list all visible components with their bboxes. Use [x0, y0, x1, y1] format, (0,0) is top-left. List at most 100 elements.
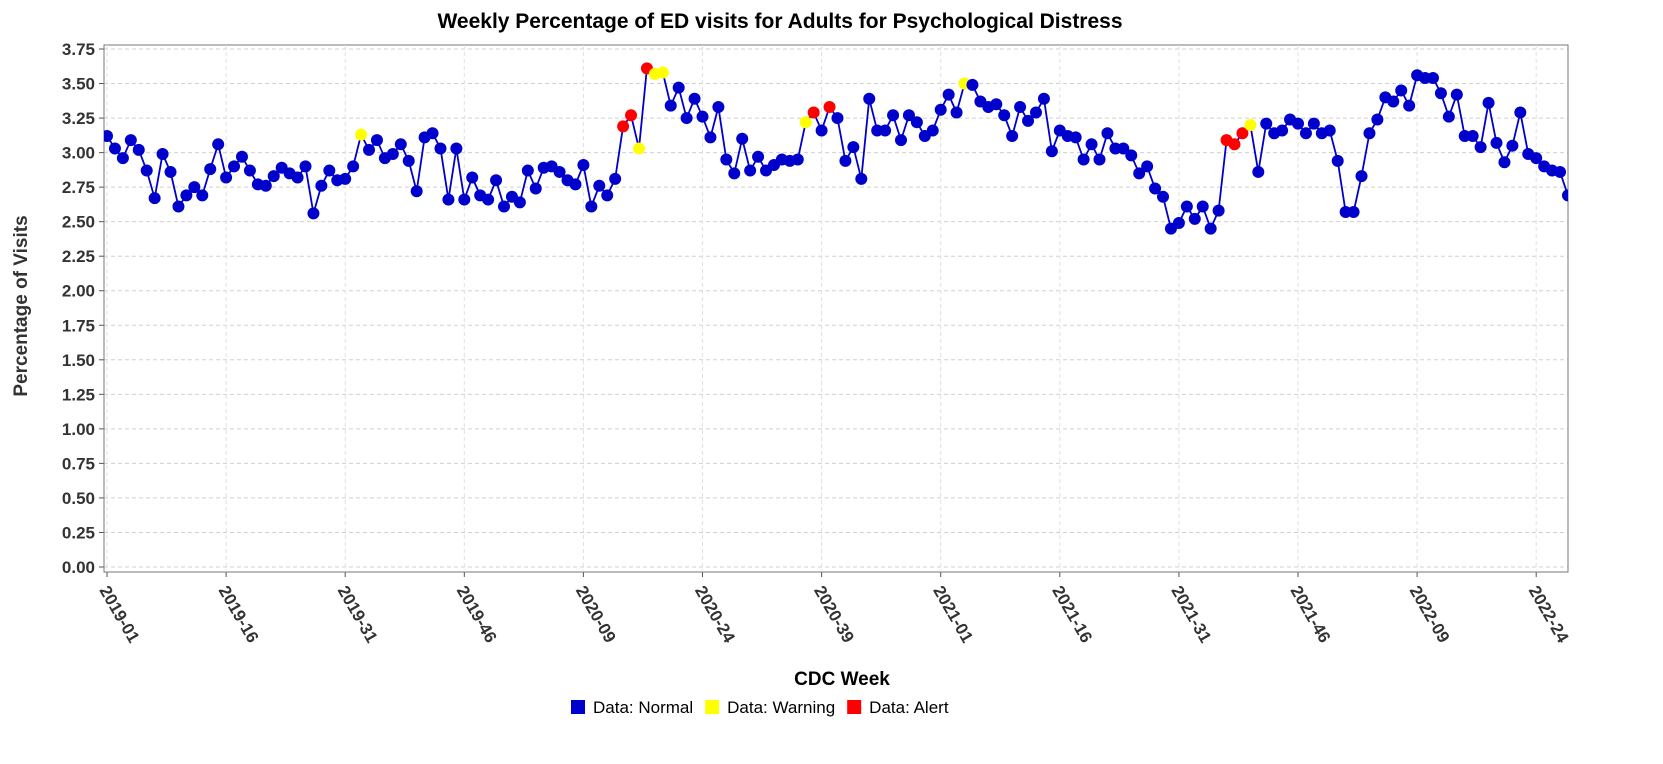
- legend-swatch: [571, 700, 585, 714]
- x-tick-label: 2019-16: [215, 583, 263, 647]
- data-point: [736, 132, 749, 145]
- data-point: [204, 163, 217, 176]
- data-point: [1149, 182, 1162, 195]
- data-point: [1014, 101, 1027, 114]
- data-point: [1125, 149, 1138, 162]
- data-point: [1530, 152, 1543, 165]
- y-tick-label: 3.75: [62, 40, 95, 59]
- data-point: [1387, 95, 1400, 108]
- x-tick-label: 2019-46: [453, 583, 501, 647]
- data-point: [267, 170, 280, 183]
- data-point: [370, 134, 383, 147]
- data-point: [513, 196, 526, 209]
- legend-swatch: [705, 700, 720, 714]
- data-point: [307, 207, 320, 220]
- data-point: [585, 200, 598, 213]
- y-tick-label: 3.50: [62, 75, 95, 94]
- data-point: [410, 185, 423, 198]
- x-tick-label: 2022-09: [1406, 583, 1454, 647]
- data-point: [1498, 156, 1511, 169]
- data-point: [299, 160, 312, 173]
- legend-label: Data: Normal: [593, 698, 693, 717]
- data-point: [1037, 92, 1050, 105]
- y-tick-label: 2.75: [62, 178, 95, 197]
- data-point: [1561, 189, 1568, 202]
- data-point: [704, 131, 717, 144]
- data-point: [402, 154, 415, 167]
- data-point: [228, 160, 241, 173]
- data-point: [553, 165, 566, 178]
- data-point: [680, 112, 693, 125]
- data-point: [577, 159, 590, 172]
- data-point: [1101, 127, 1114, 140]
- data-point: [720, 153, 733, 166]
- data-point: [124, 134, 137, 147]
- y-tick-label: 1.50: [62, 351, 95, 370]
- y-tick-label: 2.25: [62, 247, 95, 266]
- data-point: [1204, 222, 1217, 235]
- data-point: [1117, 142, 1130, 155]
- data-point: [656, 66, 669, 79]
- data-point: [355, 128, 368, 141]
- data-point: [104, 130, 113, 143]
- data-point: [601, 189, 614, 202]
- data-point: [625, 109, 638, 122]
- data-point: [728, 167, 741, 180]
- data-point: [1022, 114, 1035, 127]
- y-tick-label: 2.00: [62, 282, 95, 301]
- data-point: [831, 112, 844, 125]
- x-tick-label: 2020-24: [691, 583, 739, 647]
- y-tick-label: 0.75: [62, 454, 95, 473]
- data-point: [1395, 84, 1408, 97]
- data-point: [212, 138, 225, 151]
- data-point: [1490, 136, 1503, 149]
- data-point: [1474, 141, 1487, 154]
- data-point: [879, 124, 892, 137]
- data-point: [1180, 200, 1193, 213]
- x-tick-label: 2020-39: [810, 583, 858, 647]
- y-tick-label: 0.25: [62, 523, 95, 542]
- x-tick-label: 2021-16: [1048, 583, 1096, 647]
- data-point: [1260, 117, 1273, 130]
- data-point: [291, 171, 304, 184]
- data-point: [712, 101, 725, 114]
- data-point: [934, 103, 947, 116]
- data-point: [243, 164, 256, 177]
- data-point: [1188, 212, 1201, 225]
- data-point: [696, 110, 709, 123]
- data-point: [1403, 99, 1416, 112]
- data-point: [1466, 130, 1479, 143]
- data-point: [1450, 88, 1463, 101]
- y-axis-label: Percentage of Visits: [11, 215, 32, 396]
- data-point: [315, 179, 328, 192]
- data-point: [1141, 160, 1154, 173]
- data-point: [799, 116, 812, 129]
- data-point: [1482, 96, 1495, 109]
- x-tick-label: 2019-31: [334, 583, 382, 647]
- data-point: [132, 143, 145, 156]
- data-point: [744, 164, 757, 177]
- data-point: [1355, 170, 1368, 183]
- data-point: [108, 142, 121, 155]
- data-point: [1554, 165, 1567, 178]
- data-point: [1323, 124, 1336, 137]
- x-axis-label: CDC Week: [794, 669, 890, 690]
- data-point: [482, 193, 495, 206]
- data-point: [910, 116, 923, 129]
- data-point: [815, 124, 828, 137]
- y-tick-label: 0.00: [62, 558, 95, 577]
- y-tick-label: 1.00: [62, 420, 95, 439]
- data-point: [664, 99, 677, 112]
- data-point: [1006, 130, 1019, 143]
- data-point: [1434, 87, 1447, 100]
- data-point: [347, 160, 360, 173]
- data-point: [1442, 110, 1455, 123]
- data-point: [498, 200, 510, 213]
- data-point: [839, 154, 852, 167]
- data-point: [156, 147, 169, 160]
- data-point: [1196, 200, 1209, 213]
- x-tick-label: 2022-24: [1525, 583, 1573, 647]
- data-point: [1347, 205, 1360, 218]
- data-point: [1299, 127, 1312, 140]
